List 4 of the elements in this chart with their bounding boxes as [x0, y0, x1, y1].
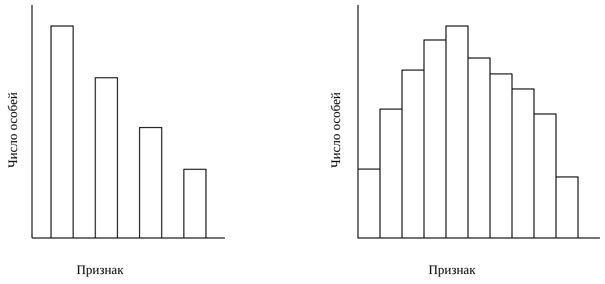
x-axis-title: Признак — [76, 262, 124, 277]
y-axis-title: Число особей — [328, 92, 343, 168]
y-axis-title: Число особей — [5, 92, 20, 168]
x-axis-title: Признак — [428, 262, 476, 277]
